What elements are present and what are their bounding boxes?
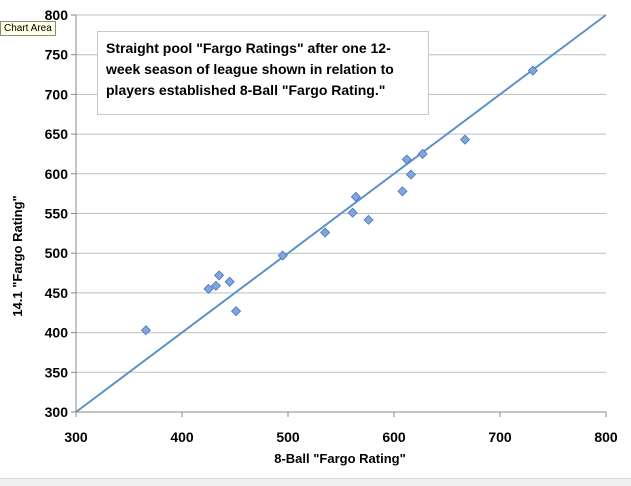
data-point xyxy=(363,214,374,225)
axes xyxy=(71,14,607,417)
x-tick-label: 600 xyxy=(382,429,406,445)
data-point xyxy=(277,250,288,261)
data-point xyxy=(230,306,242,317)
tick-labels: 300 350 400 450 500 550 600 650 700 750 800 300 400 5… xyxy=(45,7,618,445)
data-point xyxy=(417,148,428,160)
data-point xyxy=(405,169,417,180)
data-point xyxy=(350,191,361,202)
data-points xyxy=(140,65,538,336)
x-axis-title: 8-Ball "Fargo Rating" xyxy=(274,451,406,466)
data-point xyxy=(320,227,331,238)
data-point xyxy=(140,325,152,336)
data-point xyxy=(459,134,471,145)
data-point xyxy=(224,276,235,287)
data-point xyxy=(397,186,408,197)
x-tick-label: 700 xyxy=(488,429,512,445)
annotation-line-3: players established 8-Ball "Fargo Rating… xyxy=(106,82,386,98)
y-tick-label: 600 xyxy=(45,166,69,182)
data-point xyxy=(210,280,221,291)
annotation-line-1: Straight pool "Fargo Ratings" after one … xyxy=(106,40,391,56)
x-tick-label: 500 xyxy=(276,429,300,445)
reference-line xyxy=(75,14,607,413)
annotation-line-2: week season of league shown in relation … xyxy=(106,61,394,77)
chart-annotation-box: Straight pool "Fargo Ratings" after one … xyxy=(97,31,429,115)
data-point xyxy=(347,207,358,218)
data-point xyxy=(401,154,412,165)
chart-area-tooltip: Chart Area xyxy=(0,21,56,36)
x-tick-label: 400 xyxy=(170,429,194,445)
data-point xyxy=(214,270,225,281)
sheet-bottom-edge xyxy=(0,478,631,486)
y-tick-label: 700 xyxy=(45,86,69,102)
data-point xyxy=(527,65,538,76)
y-tick-label: 300 xyxy=(45,404,69,420)
y-tick-label: 400 xyxy=(45,325,69,341)
y-tick-label: 650 xyxy=(45,126,69,142)
x-tick-label: 800 xyxy=(594,429,618,445)
y-tick-label: 750 xyxy=(45,47,69,63)
y-tick-label: 500 xyxy=(45,245,69,261)
x-tick-label: 300 xyxy=(64,429,88,445)
y-tick-label: 350 xyxy=(45,364,69,380)
y-tick-label: 800 xyxy=(45,7,69,23)
y-tick-label: 550 xyxy=(45,206,69,222)
reference-line-layer xyxy=(75,14,607,413)
y-tick-label: 450 xyxy=(45,285,69,301)
y-axis-title: 14.1 "Fargo Rating" xyxy=(10,195,25,316)
data-point xyxy=(203,283,214,294)
